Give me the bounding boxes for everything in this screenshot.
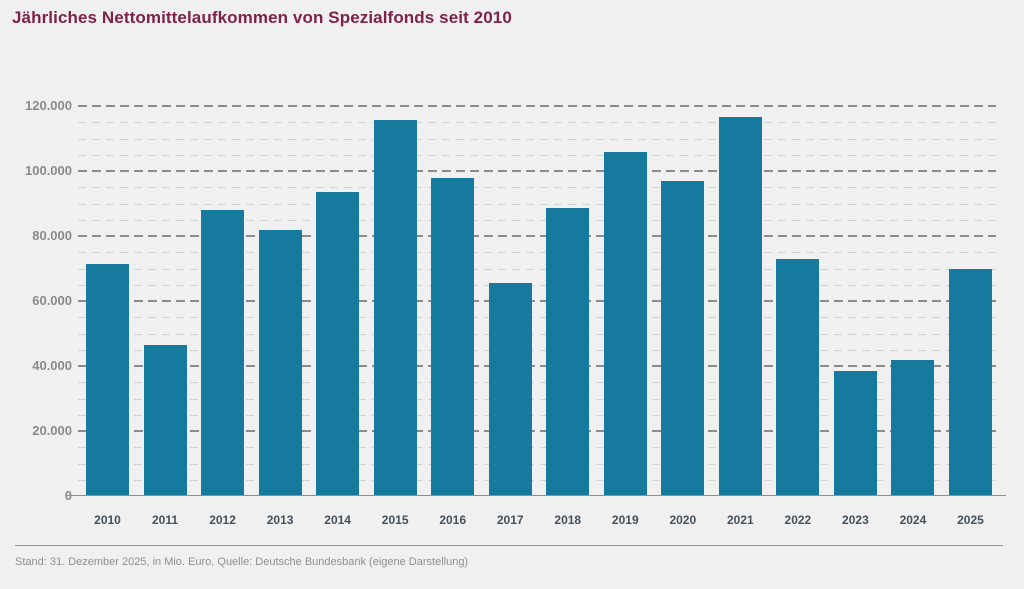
bar-2014: [316, 192, 360, 496]
bar-column-2017: 2017: [488, 106, 532, 527]
minor-gridline-95000: [78, 187, 996, 189]
bar-column-2012: 2012: [201, 106, 245, 527]
bar-column-2025: 2025: [948, 106, 992, 527]
bar-column-2010: 2010: [86, 106, 129, 527]
x-tick-label-2019: 2019: [611, 513, 639, 527]
bar-2020: [661, 180, 705, 496]
major-gridline-100000: [78, 170, 996, 172]
footnote: Stand: 31. Dezember 2025, in Mio. Euro, …: [15, 556, 469, 568]
minor-gridline-45000: [78, 349, 996, 351]
major-gridline-120000: [78, 105, 996, 107]
x-tick-label-2015: 2015: [381, 513, 409, 527]
bar-column-2022: 2022: [776, 106, 820, 527]
bar-2010: [86, 263, 129, 496]
x-tick-label-2011: 2011: [152, 513, 179, 527]
bar-2021: [718, 116, 762, 496]
bars-area: 2010 2011 2012 2013 2014 2015 2016 2017 2018 2019…: [86, 106, 992, 527]
bar-2018: [546, 207, 590, 496]
x-tick-label-2012: 2012: [209, 513, 236, 527]
minor-gridline-110000: [78, 138, 996, 140]
bar-2017: [488, 282, 532, 496]
chart-title: Jährliches Nettomittelaufkommen von Spez…: [12, 8, 512, 27]
minor-gridline-105000: [78, 154, 996, 156]
y-tick-label-60000: 60.000: [32, 293, 72, 308]
minor-gridline-75000: [78, 252, 996, 254]
major-gridline-20000: [78, 430, 996, 433]
x-tick-label-2023: 2023: [842, 513, 869, 527]
bar-column-2016: 2016: [431, 106, 475, 527]
y-tick-label-40000: 40.000: [32, 357, 72, 373]
minor-gridline-70000: [78, 268, 996, 270]
bar-column-2014: 2014: [316, 106, 360, 527]
x-tick-label-2021: 2021: [726, 513, 754, 527]
y-tick-label-80000: 80.000: [32, 227, 72, 243]
bar-column-2021: 2021: [718, 106, 762, 527]
x-tick-label-2010: 2010: [94, 513, 121, 527]
minor-gridline-35000: [78, 382, 996, 384]
bar-2016: [431, 177, 475, 496]
bar-column-2023: 2023: [833, 106, 877, 527]
x-tick-label-2016: 2016: [439, 513, 467, 527]
x-tick-label-2025: 2025: [957, 513, 984, 527]
y-tick-label-120000: 120.000: [25, 98, 72, 113]
x-tick-label-2022: 2022: [784, 513, 812, 527]
minor-gridline-15000: [78, 447, 996, 449]
bar-column-2011: 2011: [143, 106, 187, 527]
minor-gridline-85000: [78, 219, 996, 221]
major-gridline-60000: [78, 300, 996, 302]
x-tick-label-2018: 2018: [554, 513, 582, 527]
minor-gridline-50000: [78, 333, 996, 335]
bar-column-2013: 2013: [258, 106, 302, 527]
x-tick-label-2024: 2024: [899, 513, 927, 527]
minor-gridline-55000: [78, 317, 996, 319]
minor-gridline-30000: [78, 398, 996, 400]
x-axis-line: [66, 495, 1006, 496]
minor-gridline-115000: [78, 122, 996, 124]
x-tick-label-2014: 2014: [324, 513, 351, 527]
major-gridline-80000: [78, 235, 996, 238]
y-tick-label-0: 0: [0, 488, 72, 503]
bar-2022: [776, 258, 820, 496]
x-tick-label-2020: 2020: [669, 513, 697, 527]
minor-gridline-90000: [78, 203, 996, 205]
x-tick-label-2017: 2017: [496, 513, 524, 527]
minor-gridline-25000: [78, 414, 996, 416]
bar-2012: [201, 210, 245, 496]
bar-2019: [603, 152, 647, 496]
major-gridline-40000: [78, 365, 996, 368]
footer-separator-line: [15, 545, 1003, 546]
y-axis-labels: 0 20.000 40.000 60.000 80.000 100.000 120.000: [0, 98, 72, 503]
bar-2011: [143, 344, 187, 496]
bar-column-2024: 2024: [891, 106, 935, 527]
minor-gridline-5000: [78, 479, 996, 481]
bar-chart: 020.00040.00060.00080.000100.000120.000 …: [0, 98, 1024, 527]
bar-2023: [833, 371, 877, 496]
minor-gridline-10000: [78, 463, 996, 465]
bar-column-2019: 2019: [603, 106, 647, 527]
bar-column-2015: 2015: [373, 106, 417, 527]
bar-2015: [373, 120, 417, 496]
y-tick-label-20000: 20.000: [32, 423, 72, 438]
bar-2013: [258, 229, 302, 496]
bar-column-2020: 2020: [661, 106, 705, 527]
bar-column-2018: 2018: [546, 106, 590, 527]
bar-2025: [948, 268, 992, 496]
minor-gridline-65000: [78, 284, 996, 286]
y-tick-label-100000: 100.000: [25, 162, 72, 178]
x-tick-label-2013: 2013: [266, 513, 294, 527]
gridlines-layer: [78, 105, 996, 496]
bar-2024: [891, 359, 935, 496]
